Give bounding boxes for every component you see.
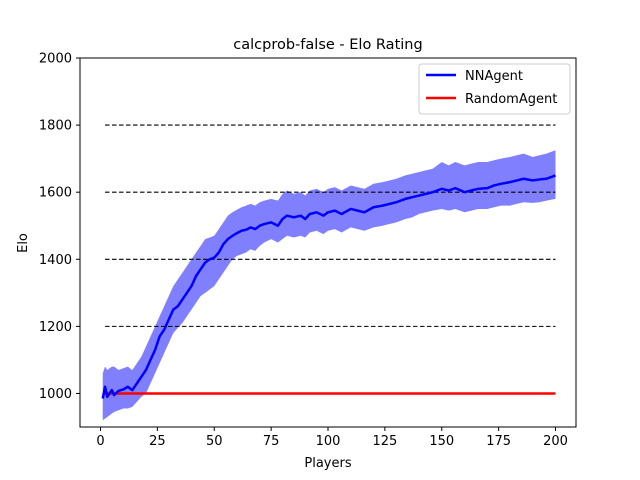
- x-tick-label-200: 200: [543, 434, 568, 449]
- y-tick-label-1600: 1600: [39, 186, 72, 201]
- y-tick-label-1800: 1800: [39, 119, 72, 134]
- y-tick-label-2000: 2000: [39, 52, 72, 67]
- legend-label-nnagent: NNAgent: [465, 69, 523, 84]
- chart-title: calcprob-false - Elo Rating: [233, 37, 422, 53]
- x-tick-label-125: 125: [372, 434, 397, 449]
- nnagent-confidence-band: [102, 150, 556, 421]
- legend-label-randomagent: RandomAgent: [465, 92, 557, 107]
- y-axis-label: Elo: [16, 233, 31, 253]
- nnagent-line: [101, 174, 556, 399]
- x-tick-label-175: 175: [486, 434, 511, 449]
- plot-clipped-group: [101, 124, 556, 421]
- x-tick-label-75: 75: [263, 434, 280, 449]
- x-tick-label-100: 100: [316, 434, 341, 449]
- x-tick-label-0: 0: [96, 434, 104, 449]
- x-tick-label-50: 50: [206, 434, 223, 449]
- axes-layer: 0 25 50 75 100 125 150 175 200 1000 1200 1400 1600 18…: [39, 52, 577, 449]
- x-tick-label-25: 25: [149, 434, 166, 449]
- y-tick-label-1400: 1400: [39, 253, 72, 268]
- legend-box: [418, 63, 571, 115]
- y-tick-label-1200: 1200: [39, 320, 72, 335]
- x-tick-label-150: 150: [429, 434, 454, 449]
- y-tick-label-1000: 1000: [39, 387, 72, 402]
- legend: NNAgent RandomAgent: [418, 63, 571, 115]
- x-axis-label: Players: [304, 456, 351, 471]
- plot-layer: [101, 124, 556, 421]
